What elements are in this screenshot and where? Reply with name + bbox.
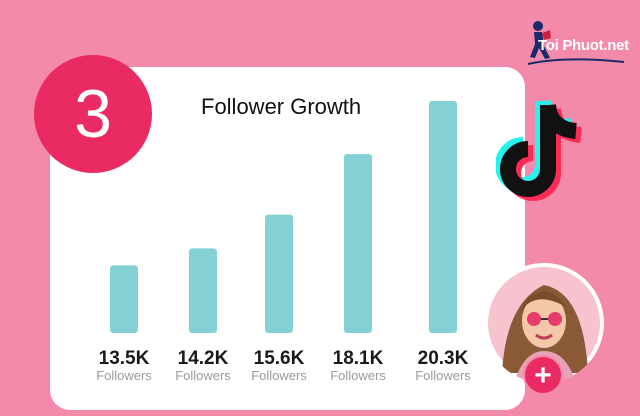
bar-value-label: 15.6K (254, 348, 305, 369)
bar-value-label: 20.3K (418, 348, 469, 369)
hiker-icon (526, 18, 626, 68)
bar-value-label: 13.5K (99, 348, 150, 369)
brand-logo-text: Toi Phuot.net (538, 37, 629, 54)
bar-value-label: 14.2K (178, 348, 229, 369)
bar-unit-label: Followers (330, 368, 386, 383)
add-follow-button[interactable]: + (523, 355, 563, 395)
bar (429, 101, 457, 333)
bar-unit-label: Followers (96, 368, 152, 383)
bar-unit-label: Followers (415, 368, 471, 383)
bar (265, 214, 293, 333)
bar-unit-label: Followers (175, 368, 231, 383)
plus-icon: + (534, 359, 552, 392)
bar (189, 248, 217, 333)
step-number-badge: 3 (34, 55, 152, 173)
chart-title: Follower Growth (201, 94, 362, 119)
bar (344, 154, 372, 333)
bar (110, 265, 138, 333)
tiktok-icon (495, 93, 596, 203)
bar-unit-label: Followers (251, 368, 307, 383)
bar-value-label: 18.1K (333, 348, 384, 369)
